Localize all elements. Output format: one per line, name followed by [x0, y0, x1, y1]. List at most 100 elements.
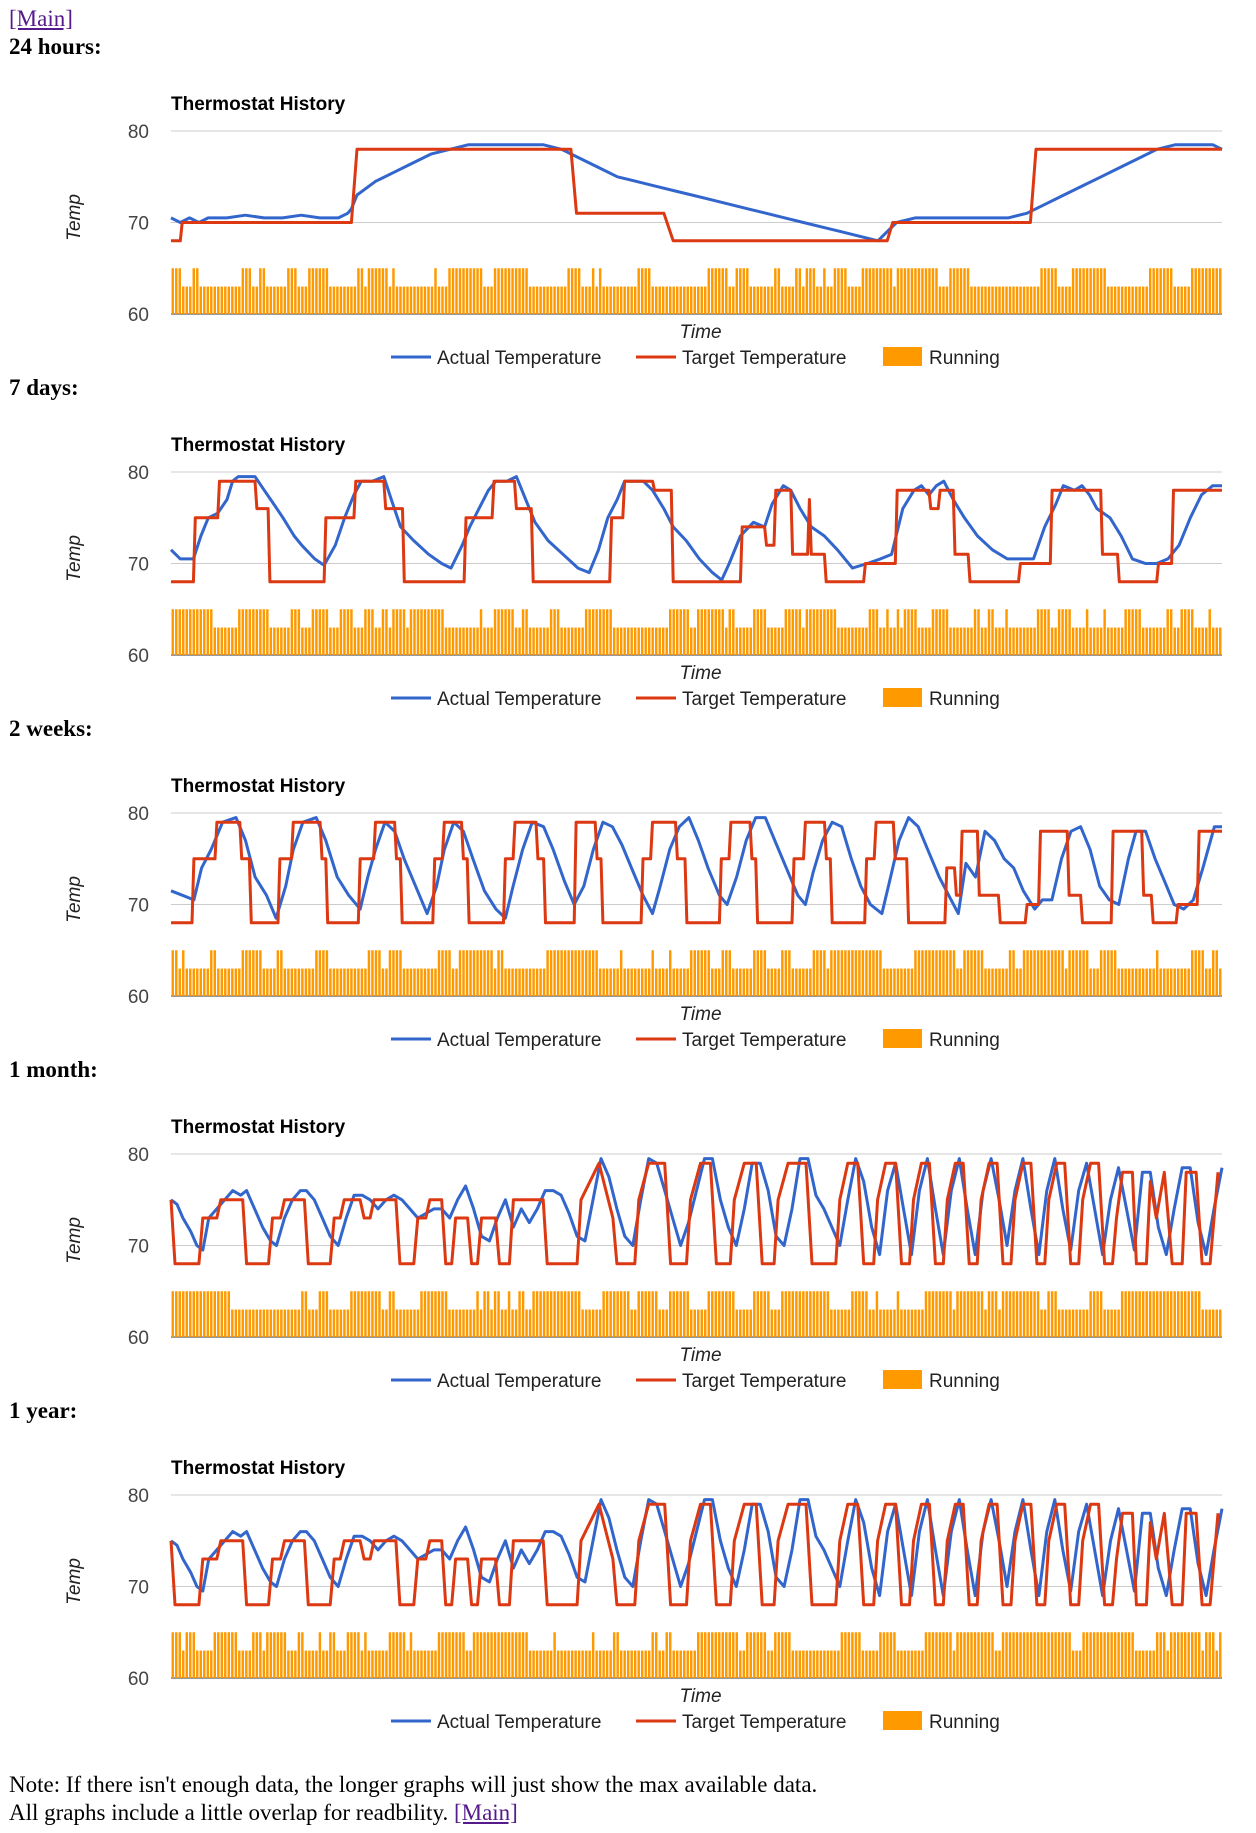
running-bar	[875, 1650, 879, 1678]
running-bar	[826, 968, 830, 996]
running-bar	[973, 286, 977, 314]
running-bar	[679, 286, 682, 314]
running-bar	[1103, 268, 1106, 314]
running-bar	[532, 968, 535, 996]
running-bar	[521, 968, 525, 996]
running-bar	[598, 968, 602, 996]
running-bar	[980, 950, 984, 996]
running-bar	[276, 1309, 280, 1337]
running-bar	[714, 609, 717, 655]
running-bar	[1089, 268, 1092, 314]
running-bar	[917, 268, 921, 314]
running-bar	[879, 627, 882, 655]
running-bar	[395, 950, 399, 996]
running-bar	[707, 268, 710, 314]
running-bar	[322, 609, 325, 655]
running-bar	[378, 950, 381, 996]
running-bar	[672, 968, 675, 996]
running-bar	[788, 950, 791, 996]
running-bar	[735, 1309, 739, 1337]
running-bar	[602, 286, 605, 314]
running-bar	[406, 1650, 409, 1678]
running-bar	[907, 268, 910, 314]
y-axis-title: Temp	[64, 535, 85, 582]
running-bar	[462, 268, 465, 314]
running-bar	[819, 286, 823, 314]
running-bar	[903, 1309, 907, 1337]
running-bar	[942, 950, 945, 996]
running-bar	[802, 627, 805, 655]
running-bar	[1113, 1309, 1117, 1337]
running-bar	[178, 268, 181, 314]
running-bar	[966, 950, 970, 996]
running-bar	[255, 609, 259, 655]
running-bar	[896, 268, 900, 314]
running-bar	[980, 286, 984, 314]
running-bar	[203, 609, 206, 655]
running-bar	[886, 1309, 889, 1337]
legend-target-temperature-label: Target Temperature	[682, 348, 846, 369]
running-bar	[378, 1650, 381, 1678]
running-bar	[220, 1632, 224, 1678]
running-bar	[238, 286, 241, 314]
running-bar	[1061, 286, 1064, 314]
running-bar	[690, 627, 693, 655]
running-bar	[770, 968, 774, 996]
main-link-top[interactable]: [Main]	[9, 6, 73, 31]
running-bar	[455, 268, 458, 314]
running-bar	[809, 1650, 812, 1678]
running-bar	[560, 1650, 563, 1678]
y-tick-label: 70	[128, 555, 149, 576]
running-bar	[1194, 268, 1197, 314]
running-bar	[1085, 1632, 1089, 1678]
running-bar	[661, 1309, 665, 1337]
running-bar	[1071, 627, 1075, 655]
running-bar	[984, 1309, 987, 1337]
running-bar	[732, 1632, 735, 1678]
running-bar	[1068, 950, 1071, 996]
running-bar	[1005, 1632, 1008, 1678]
running-bar	[623, 1291, 626, 1337]
running-bar	[591, 1632, 595, 1678]
running-bar	[434, 268, 437, 314]
running-bar	[217, 286, 220, 314]
running-bar	[479, 268, 483, 314]
running-bar	[185, 1632, 188, 1678]
running-bar	[325, 609, 329, 655]
running-bar	[658, 968, 661, 996]
running-bar	[374, 950, 378, 996]
running-bar	[577, 268, 581, 314]
running-bar	[795, 1291, 798, 1337]
running-bar	[546, 1650, 549, 1678]
main-link-bottom[interactable]: [Main]	[453, 1800, 518, 1825]
running-bar	[907, 609, 910, 655]
running-bar	[1061, 1309, 1064, 1337]
running-bar	[224, 1632, 227, 1678]
running-bar	[378, 268, 381, 314]
running-bar	[570, 627, 574, 655]
running-bar	[1015, 627, 1019, 655]
running-bar	[1096, 1291, 1099, 1337]
running-bar	[851, 1632, 854, 1678]
running-bar	[595, 1650, 598, 1678]
running-bar	[581, 1309, 584, 1337]
running-bar	[1131, 1632, 1134, 1678]
running-bar	[742, 627, 746, 655]
running-bar	[542, 1650, 546, 1678]
running-bar	[1050, 1291, 1054, 1337]
running-bar	[329, 286, 332, 314]
running-bar	[458, 627, 462, 655]
running-bar	[581, 286, 584, 314]
running-bar	[746, 268, 749, 314]
running-bar	[483, 627, 486, 655]
running-bar	[217, 968, 220, 996]
running-bar	[875, 609, 879, 655]
section-label-7-days: 7 days:	[9, 375, 79, 400]
running-bar	[760, 950, 763, 996]
running-bar	[1099, 1291, 1103, 1337]
running-bar	[959, 627, 963, 655]
running-bar	[549, 286, 553, 314]
running-bar	[970, 627, 973, 655]
running-bar	[315, 1309, 318, 1337]
